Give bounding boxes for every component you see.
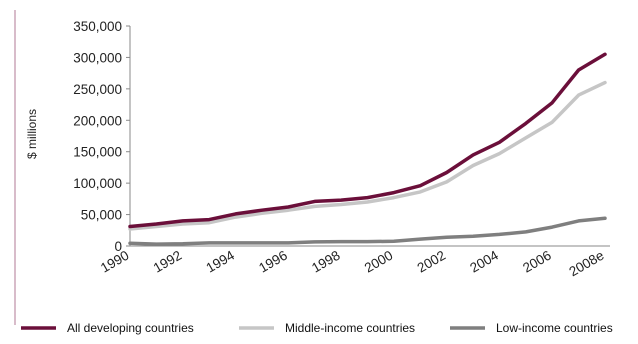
y-tick-label: 0: [114, 239, 122, 254]
series-line-low-income-countries: [128, 216, 607, 246]
series-line-middle-income-countries: [128, 80, 607, 231]
x-tick-label: 2008e: [566, 248, 606, 280]
x-tick-label: 2000: [362, 248, 396, 276]
x-tick-label: 2002: [415, 248, 449, 276]
y-tick-label: 350,000: [73, 19, 122, 34]
legend: All developing countries Middle-income co…: [21, 321, 613, 335]
x-axis-ticks: 1990 1992 1994 1996 1998 2000 2002 2004 2006 2008…: [98, 247, 607, 279]
y-tick-label: 150,000: [73, 145, 122, 160]
y-tick-label: 300,000: [73, 50, 122, 65]
x-tick-label: 2006: [520, 248, 554, 276]
y-tick-label: 50,000: [81, 208, 122, 223]
legend-label-low-income-countries: Low-income countries: [496, 321, 613, 335]
y-tick-label: 100,000: [73, 176, 122, 191]
y-tick-label: 200,000: [73, 113, 122, 128]
series-line-all-developing-countries: [128, 52, 607, 229]
series-lines: [128, 52, 607, 246]
x-tick-label: 1998: [309, 248, 343, 276]
y-axis-label: $ millions: [25, 109, 39, 159]
x-tick-label: 1996: [256, 248, 290, 276]
axes: [129, 26, 610, 247]
x-tick-label: 2004: [467, 247, 501, 275]
legend-label-middle-income-countries: Middle-income countries: [285, 321, 415, 335]
y-tick-label: 250,000: [73, 82, 122, 97]
legend-label-all-developing-countries: All developing countries: [67, 321, 194, 335]
x-tick-label: 1994: [204, 247, 238, 275]
x-tick-label: 1992: [151, 248, 185, 276]
y-axis-ticks: 0 50,000 100,000 150,000 200,000 250,000 300,0…: [73, 19, 130, 254]
